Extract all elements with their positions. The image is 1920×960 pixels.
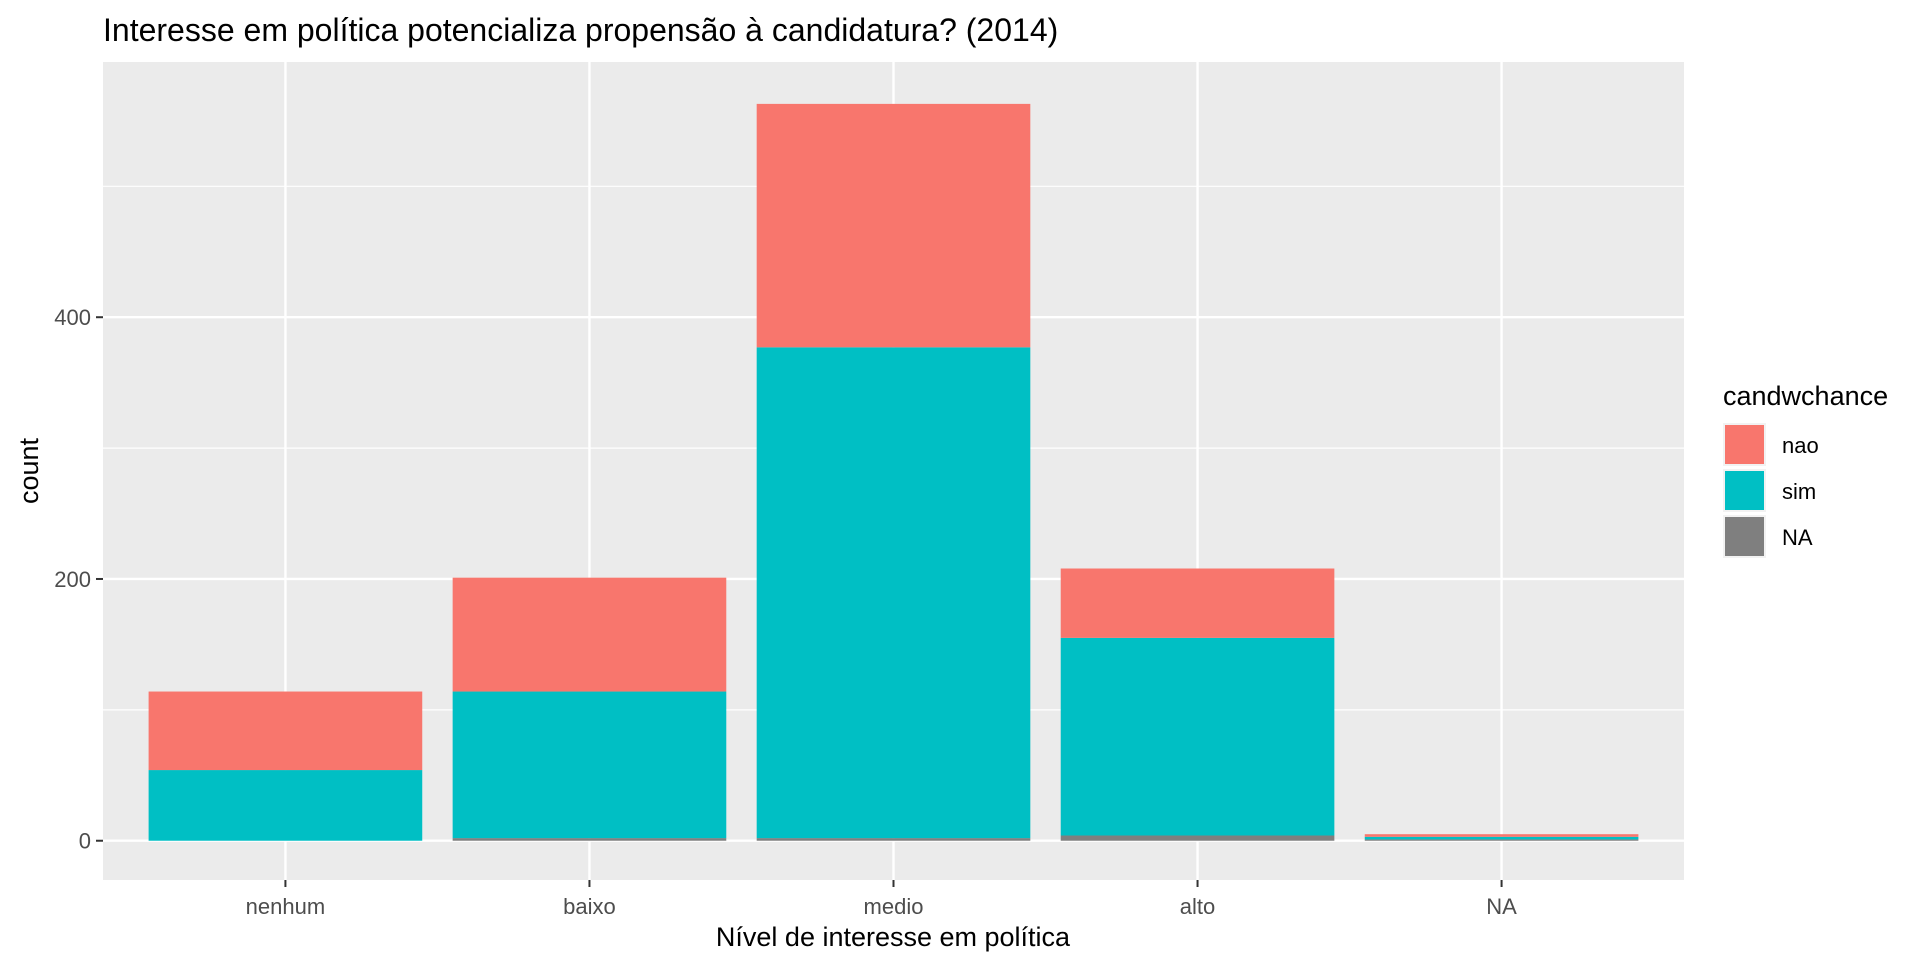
y-axis-ticks: 0 200 400 bbox=[54, 305, 103, 854]
bar-alto-nao bbox=[1060, 568, 1335, 638]
legend: candwchance nao sim NA bbox=[1723, 381, 1888, 558]
x-axis-ticks: nenhum baixo medio alto NA bbox=[246, 880, 1517, 919]
legend-swatch-nao bbox=[1725, 425, 1764, 464]
legend-swatch-NA bbox=[1725, 517, 1764, 556]
legend-swatch-sim bbox=[1725, 471, 1764, 510]
legend-label-nao: nao bbox=[1782, 433, 1819, 458]
bar-medio-nao bbox=[756, 103, 1031, 348]
chart-title: Interesse em política potencializa prope… bbox=[103, 12, 1058, 48]
bar-nenhum-nao bbox=[148, 691, 423, 771]
bar-NA-nao bbox=[1364, 834, 1639, 837]
y-tick-label: 400 bbox=[54, 305, 91, 330]
bar-nenhum-sim bbox=[148, 770, 423, 841]
legend-label-NA: NA bbox=[1782, 525, 1813, 550]
y-tick-label: 200 bbox=[54, 567, 91, 592]
bar-alto-NA bbox=[1060, 835, 1335, 841]
x-axis-title: Nível de interesse em política bbox=[716, 922, 1071, 952]
bar-alto-sim bbox=[1060, 637, 1335, 836]
bar-NA-NA bbox=[1364, 839, 1639, 841]
x-tick-label: medio bbox=[864, 894, 924, 919]
x-tick-label: nenhum bbox=[246, 894, 326, 919]
bars bbox=[148, 103, 1639, 841]
legend-label-sim: sim bbox=[1782, 479, 1816, 504]
legend-title: candwchance bbox=[1723, 381, 1888, 411]
x-tick-label: baixo bbox=[563, 894, 616, 919]
bar-medio-NA bbox=[756, 838, 1031, 841]
y-tick-label: 0 bbox=[79, 829, 91, 854]
bar-NA-sim bbox=[1364, 836, 1639, 840]
bar-baixo-NA bbox=[452, 838, 727, 841]
bar-baixo-sim bbox=[452, 691, 727, 839]
x-tick-label: NA bbox=[1486, 894, 1517, 919]
y-axis-title: count bbox=[14, 437, 44, 504]
bar-baixo-nao bbox=[452, 577, 727, 692]
bar-medio-sim bbox=[756, 347, 1031, 839]
x-tick-label: alto bbox=[1180, 894, 1215, 919]
